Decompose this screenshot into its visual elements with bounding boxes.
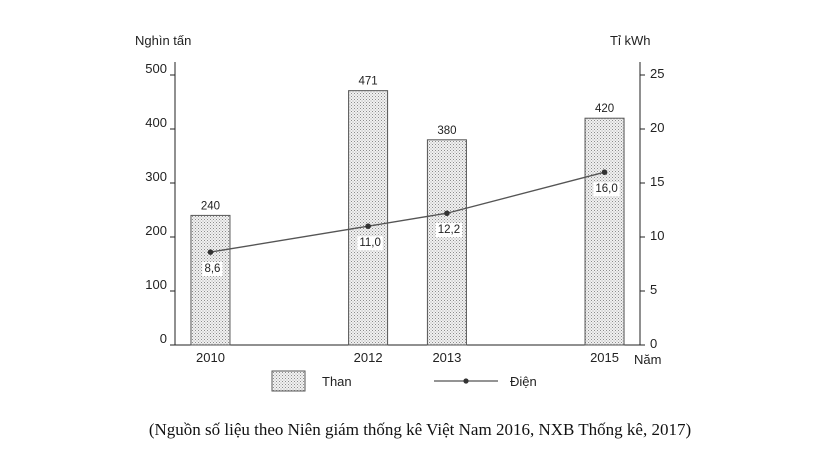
legend-marker-dien <box>463 378 469 384</box>
point-dien <box>207 249 214 255</box>
y-right-tick-label: 5 <box>650 282 657 297</box>
legend: Than Điện <box>271 370 537 392</box>
point-dien <box>601 169 608 175</box>
y-right-axis-label: Tỉ kWh <box>610 33 650 48</box>
bar-label: 471 <box>358 76 377 88</box>
y-right-tick-label: 20 <box>650 120 664 135</box>
bar-than <box>190 214 231 346</box>
source-note: (Nguồn số liệu theo Niên giám thống kê V… <box>148 420 692 439</box>
point-label-bg <box>202 262 223 277</box>
y-left-tick-label: 200 <box>145 223 167 238</box>
x-tick-label: 2015 <box>590 350 619 365</box>
y-left-tick-label: 0 <box>160 331 167 346</box>
legend-label-than: Than <box>322 374 352 389</box>
point-label: 8,6 <box>204 263 220 275</box>
y-left-tick-label: 100 <box>145 277 167 292</box>
legend-swatch-than <box>271 370 306 392</box>
bar-than <box>426 139 467 346</box>
x-tick-label: 2013 <box>432 350 461 365</box>
point-label-bg <box>435 223 463 238</box>
y-left-tick-label: 500 <box>145 61 167 76</box>
bar-label: 380 <box>437 125 456 137</box>
point-dien <box>365 223 371 229</box>
y-right-tick-label: 0 <box>650 336 657 351</box>
line-dien <box>210 171 605 253</box>
bar-than <box>584 117 625 346</box>
y-left-axis-label: Nghìn tấn <box>135 33 191 48</box>
point-label-bg <box>593 182 620 197</box>
point-label-bg <box>357 236 383 251</box>
point-label: 12,2 <box>438 224 460 236</box>
x-axis-label: Năm <box>634 352 661 367</box>
bar-label: 240 <box>201 200 220 212</box>
y-right-tick-label: 25 <box>650 66 664 81</box>
point-label: 11,0 <box>359 237 381 249</box>
plot-area: 0 100 200 300 400 500 0 5 10 15 20 25 2010 2012 2013 20… <box>145 61 664 365</box>
x-tick-label: 2012 <box>354 350 383 365</box>
point-label: 16,0 <box>595 183 617 195</box>
bar-label: 420 <box>595 103 614 115</box>
point-dien <box>444 210 450 217</box>
bar-than <box>348 90 389 346</box>
y-left-tick-label: 300 <box>145 169 167 184</box>
y-left-tick-label: 400 <box>145 115 167 130</box>
legend-label-dien: Điện <box>510 374 537 389</box>
y-right-tick-label: 15 <box>650 174 664 189</box>
x-tick-label: 2010 <box>196 350 225 365</box>
y-right-tick-label: 10 <box>650 228 664 243</box>
